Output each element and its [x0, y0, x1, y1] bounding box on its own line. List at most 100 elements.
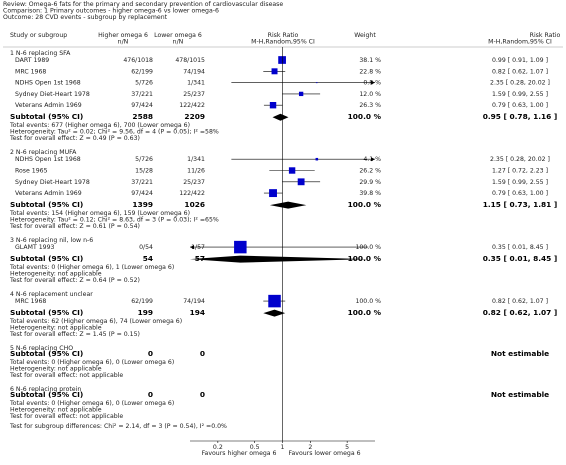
x-tick-label: 0.5: [250, 444, 260, 451]
study-name: MRC 1968: [15, 298, 46, 305]
study-name: NDHS Open 1st 1968: [15, 156, 81, 163]
subtotal-lower: 194: [190, 308, 205, 317]
study-name: GLAMT 1993: [15, 244, 55, 251]
subtotal-label: Subtotal (95% CI): [10, 200, 83, 209]
study-square: [271, 68, 278, 75]
study-square: [297, 178, 305, 186]
col-rr2: Risk Ratio: [530, 32, 561, 39]
study-name: Rose 1965: [15, 168, 48, 175]
subtotal-higher: 0: [148, 349, 153, 358]
weight: 100.0 %: [355, 244, 381, 251]
higher-events: 62/199: [131, 298, 153, 305]
col-rr-method: M-H,Random,95% CI: [251, 39, 315, 46]
subtotal-diamond: [263, 309, 286, 317]
study-square: [269, 101, 277, 109]
lower-events: 25/237: [183, 179, 205, 186]
study-name: DART 1989: [15, 57, 49, 64]
col-study: Study or subgroup: [10, 32, 67, 39]
subtotal-label: Subtotal (95% CI): [10, 390, 83, 399]
study-name: NDHS Open 1st 1968: [15, 80, 81, 87]
subtotal-label: Subtotal (95% CI): [10, 349, 83, 358]
subtotal-ci: 0.82 [ 0.62, 1.07 ]: [483, 308, 558, 317]
weight: 100.0 %: [355, 298, 381, 305]
weight: 38.1 %: [359, 57, 381, 64]
study-name: Sydney Diet-Heart 1978: [15, 91, 90, 98]
study-name: Veterans Admin 1969: [15, 190, 82, 197]
study-name: Veterans Admin 1969: [15, 102, 82, 109]
subtotal-higher: 199: [138, 308, 153, 317]
subtotal-label: Subtotal (95% CI): [10, 308, 83, 317]
subtotal-ci: 0.35 [ 0.01, 8.45 ]: [483, 254, 558, 263]
subgroup-note: Total events: 62 (Higher omega 6), 74 (L…: [9, 318, 182, 325]
subgroup-note: Heterogeneity: not applicable: [10, 271, 102, 278]
subgroup-title: 4 N-6 replacement unclear: [10, 291, 93, 298]
study-square: [288, 167, 296, 174]
col-weight: Weight: [354, 32, 376, 39]
subgroup-note: Test for overall effect: Z = 0.49 (P = 0…: [9, 135, 140, 142]
ci: 0.82 [ 0.62, 1.07 ]: [492, 68, 548, 75]
subtotal-lower: 0: [200, 390, 205, 399]
higher-events: 37/221: [131, 91, 153, 98]
subtotal-higher: 54: [143, 254, 153, 263]
subgroup-note: Heterogeneity: Tau² = 0.02; Chi² = 9.56,…: [10, 129, 219, 136]
subgroup-note: Total events: 677 (Higher omega 6), 700 …: [9, 122, 190, 129]
ci: 0.79 [ 0.63, 1.00 ]: [492, 190, 548, 197]
subtotal-lower: 0: [200, 349, 205, 358]
subtotal-lower: 2209: [184, 112, 205, 121]
subtotal-label: Subtotal (95% CI): [10, 254, 83, 263]
subtotal-weight: 100.0 %: [348, 200, 382, 209]
arrow: [371, 80, 375, 85]
outcome: Outcome: 28 CVD events - subgroup by rep…: [3, 14, 168, 21]
higher-events: 97/424: [131, 102, 153, 109]
higher-events: 62/199: [131, 68, 153, 75]
study-square: [234, 240, 247, 254]
x-tick-label: 5: [345, 444, 349, 451]
subgroup-note: Heterogeneity: Tau² = 0.12; Chi² = 8.63,…: [10, 217, 219, 224]
lower-events: 122/422: [179, 102, 205, 109]
higher-events: 0/54: [139, 244, 153, 251]
study-square: [315, 157, 319, 161]
subtotal-higher: 0: [148, 390, 153, 399]
subgroup-note: Total events: 0 (Higher omega 6), 0 (Low…: [9, 359, 174, 366]
subtotal-label: Subtotal (95% CI): [10, 112, 83, 121]
col-lower-unit: n/N: [173, 39, 184, 46]
subgroup-note: Test for overall effect: Z = 0.64 (P = 0…: [9, 277, 140, 284]
higher-events: 37/221: [131, 179, 153, 186]
test-subgroups: Test for subgroup differences: Chi² = 2.…: [9, 423, 227, 430]
subtotal-ci: 0.95 [ 0.78, 1.16 ]: [483, 112, 558, 121]
lower-events: 478/1015: [175, 57, 205, 64]
x-tick-label: 2: [308, 444, 312, 451]
lower-events: 1/341: [187, 156, 205, 163]
subgroup-note: Total events: 154 (Higher omega 6), 159 …: [9, 210, 190, 217]
subtotal-lower: 1026: [184, 200, 205, 209]
study-name: MRC 1968: [15, 68, 46, 75]
ci: 2.35 [ 0.28, 20.02 ]: [490, 80, 550, 87]
study-square: [298, 91, 304, 97]
col-rr: Risk Ratio: [268, 32, 299, 39]
col-rr2-method: M-H,Random,95% CI: [488, 39, 552, 46]
ci: 1.27 [ 0.72, 2.23 ]: [492, 168, 548, 175]
higher-events: 97/424: [131, 190, 153, 197]
col-lower: Lower omega 6: [154, 32, 202, 39]
lower-events: 1/341: [187, 80, 205, 87]
ci: 2.35 [ 0.28, 20.02 ]: [490, 156, 550, 163]
weight: 39.8 %: [359, 190, 381, 197]
ci: 0.99 [ 0.91, 1.09 ]: [492, 57, 548, 64]
x-tick-label: 1: [281, 444, 285, 451]
higher-events: 5/726: [135, 156, 153, 163]
subgroup-note: Total events: 0 (Higher omega 6), 0 (Low…: [9, 400, 174, 407]
col-higher-unit: n/N: [118, 39, 129, 46]
subtotal-weight: 100.0 %: [348, 254, 382, 263]
weight: 22.8 %: [359, 68, 381, 75]
ci: 1.59 [ 0.99, 2.55 ]: [492, 91, 548, 98]
weight: 29.9 %: [359, 179, 381, 186]
favours-right: Favours lower omega 6: [289, 450, 361, 457]
subgroup-title: 3 N-6 replacing nil, low n-6: [10, 237, 93, 244]
review: Review: Omega-6 fats for the primary and…: [3, 1, 283, 8]
subtotal-ci: Not estimable: [491, 390, 549, 399]
subtotal-ci: Not estimable: [491, 349, 549, 358]
study-square: [269, 189, 277, 198]
favours-left: Favours higher omega 6: [202, 450, 277, 457]
arrow: [371, 157, 375, 162]
